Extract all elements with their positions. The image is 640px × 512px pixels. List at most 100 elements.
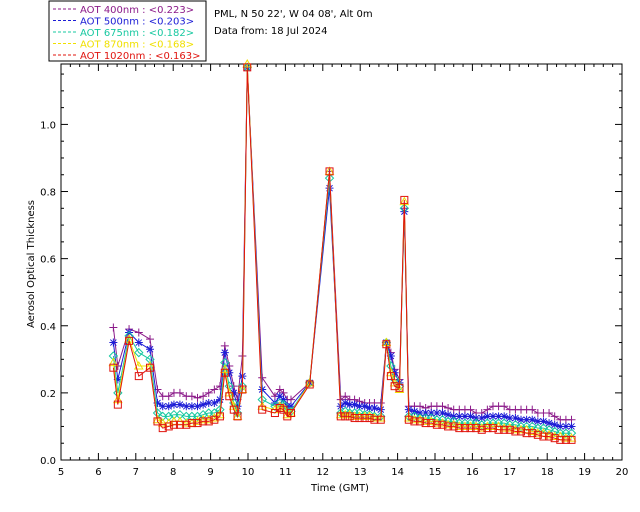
data-point bbox=[455, 412, 464, 421]
data-point bbox=[345, 412, 354, 421]
data-point bbox=[287, 395, 296, 404]
data-point bbox=[416, 402, 425, 411]
data-point bbox=[233, 412, 242, 421]
data-point bbox=[386, 372, 395, 381]
data-point bbox=[113, 400, 122, 409]
data-point bbox=[488, 424, 497, 433]
x-tick-label: 20 bbox=[616, 467, 629, 478]
data-point bbox=[538, 423, 549, 433]
legend-label: AOT 870nm : <0.168> bbox=[80, 40, 194, 51]
data-point bbox=[528, 429, 537, 438]
data-point bbox=[134, 338, 143, 347]
data-point bbox=[539, 417, 548, 426]
data-point bbox=[109, 363, 118, 372]
data-point bbox=[175, 409, 185, 420]
data-point bbox=[258, 405, 267, 414]
data-point bbox=[528, 405, 537, 414]
data-point bbox=[522, 415, 531, 424]
y-axis-title: Aerosol Optical Thickness bbox=[26, 200, 37, 328]
data-point bbox=[427, 409, 436, 418]
data-point bbox=[341, 392, 350, 401]
data-point bbox=[193, 402, 202, 411]
legend-label: AOT 500nm : <0.203> bbox=[80, 17, 194, 28]
data-point bbox=[444, 403, 453, 412]
data-point bbox=[466, 424, 475, 433]
data-point bbox=[304, 377, 315, 387]
data-point bbox=[483, 405, 492, 414]
data-point bbox=[510, 420, 521, 430]
station-info: PML, N 50 22', W 04 08', Alt 0m bbox=[214, 9, 373, 20]
x-tick-label: 17 bbox=[503, 467, 516, 478]
data-point bbox=[500, 402, 509, 411]
data-point bbox=[108, 357, 119, 367]
series-line bbox=[112, 67, 572, 441]
data-point bbox=[449, 422, 458, 431]
data-point bbox=[390, 382, 399, 391]
x-tick-label: 11 bbox=[279, 467, 292, 478]
x-tick-label: 9 bbox=[207, 467, 213, 478]
data-point bbox=[134, 347, 144, 358]
data-point bbox=[193, 393, 202, 402]
data-point bbox=[158, 402, 167, 411]
data-point bbox=[545, 432, 554, 441]
data-point bbox=[199, 400, 208, 409]
data-point bbox=[404, 415, 413, 424]
x-tick-label: 8 bbox=[170, 467, 176, 478]
data-point bbox=[192, 411, 203, 422]
data-point bbox=[416, 409, 425, 418]
data-point bbox=[545, 409, 554, 418]
y-tick-label: 0.6 bbox=[40, 255, 56, 266]
series-5 bbox=[109, 63, 576, 444]
data-point bbox=[505, 414, 514, 423]
data-point bbox=[108, 351, 119, 361]
data-point bbox=[364, 409, 375, 420]
data-point bbox=[483, 412, 492, 421]
legend-label: AOT 1020nm : <0.163> bbox=[80, 51, 200, 62]
data-point bbox=[238, 385, 247, 394]
data-point bbox=[370, 415, 379, 424]
data-point bbox=[527, 421, 537, 432]
data-point bbox=[169, 400, 178, 409]
data-point bbox=[215, 412, 224, 421]
x-tick-label: 19 bbox=[578, 467, 591, 478]
data-point bbox=[199, 417, 208, 426]
data-point bbox=[220, 348, 229, 357]
data-point bbox=[204, 398, 213, 407]
data-point bbox=[360, 402, 369, 411]
data-point bbox=[193, 419, 202, 428]
data-point bbox=[175, 388, 184, 397]
data-point bbox=[449, 412, 458, 421]
series-1 bbox=[109, 63, 576, 424]
data-point bbox=[354, 408, 365, 418]
data-point bbox=[134, 328, 143, 337]
plot-frame bbox=[60, 63, 623, 461]
data-point bbox=[175, 420, 184, 429]
data-point bbox=[370, 403, 379, 412]
x-axis-title: Time (GMT) bbox=[310, 483, 369, 494]
data-point bbox=[210, 385, 219, 394]
data-point bbox=[204, 388, 213, 397]
data-point bbox=[444, 422, 453, 431]
data-point bbox=[460, 412, 469, 421]
data-point bbox=[275, 385, 284, 394]
series-layer bbox=[108, 58, 577, 444]
y-tick-label: 0.0 bbox=[40, 456, 56, 467]
data-point bbox=[500, 412, 509, 421]
data-point bbox=[187, 392, 196, 401]
data-point bbox=[340, 406, 350, 417]
data-point bbox=[182, 420, 191, 429]
data-point bbox=[187, 402, 196, 411]
data-point bbox=[360, 414, 369, 423]
data-date: Data from: 18 Jul 2024 bbox=[214, 26, 327, 37]
data-point bbox=[349, 411, 360, 420]
data-point bbox=[522, 429, 531, 438]
data-point bbox=[483, 424, 492, 433]
data-point bbox=[279, 395, 288, 404]
data-point bbox=[375, 413, 386, 422]
data-point bbox=[556, 422, 565, 431]
data-point bbox=[341, 398, 350, 407]
x-tick-label: 16 bbox=[466, 467, 479, 478]
series-line bbox=[112, 63, 572, 439]
data-point bbox=[438, 409, 447, 418]
